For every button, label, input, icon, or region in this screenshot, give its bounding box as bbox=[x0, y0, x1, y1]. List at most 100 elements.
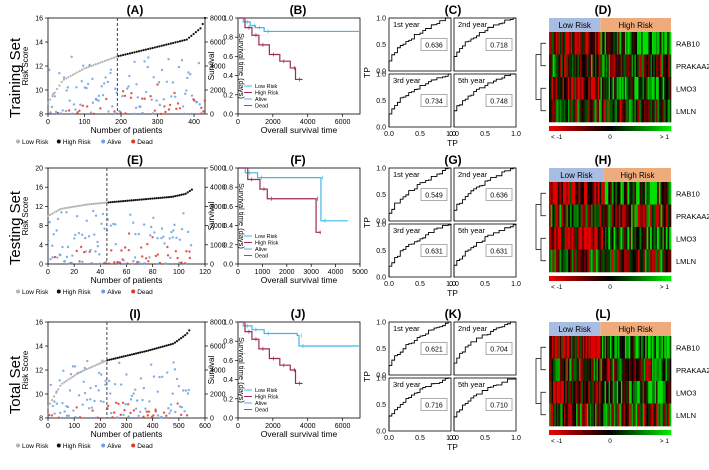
heatmap-cell bbox=[591, 77, 593, 100]
heatmap-cell bbox=[631, 54, 634, 78]
alive-point bbox=[153, 231, 156, 234]
heatmap-cell bbox=[666, 54, 669, 78]
alive-point bbox=[109, 71, 112, 75]
colorbar-segment bbox=[579, 430, 583, 435]
legend-label: Dead bbox=[255, 254, 268, 260]
heatmap-cell bbox=[642, 99, 645, 123]
heatmap-cell bbox=[626, 358, 628, 382]
alive-point bbox=[141, 398, 144, 402]
high-risk-point bbox=[190, 34, 193, 37]
heatmap-cell bbox=[616, 227, 620, 250]
alive-point bbox=[144, 407, 147, 410]
heatmap-cell bbox=[559, 358, 562, 382]
heatmap-cell bbox=[585, 77, 588, 100]
x-tick-label: 1.0 bbox=[446, 281, 456, 288]
alive-point bbox=[83, 391, 87, 395]
heatmap-cell bbox=[652, 99, 654, 123]
legend-marker bbox=[101, 139, 106, 144]
heatmap-cell bbox=[555, 336, 558, 359]
heatmap-cell bbox=[627, 358, 630, 382]
alive-point bbox=[114, 242, 118, 246]
heatmap-cell bbox=[657, 249, 660, 273]
heatmap-cell bbox=[590, 204, 593, 228]
heatmap-cell bbox=[567, 336, 570, 359]
heatmap-cell bbox=[656, 54, 658, 78]
alive-point bbox=[111, 105, 114, 108]
heatmap-cell bbox=[563, 77, 566, 100]
legend-label: Alive bbox=[107, 289, 121, 296]
heatmap-cell bbox=[620, 381, 623, 404]
high-risk-point bbox=[109, 201, 112, 204]
alive-point bbox=[51, 404, 55, 408]
colorbar-segment bbox=[570, 430, 574, 435]
heatmap-cell bbox=[561, 336, 563, 359]
heatmap-cell bbox=[635, 77, 638, 100]
dead-point bbox=[143, 97, 146, 100]
heatmap-cell bbox=[637, 227, 640, 250]
heatmap-cell bbox=[597, 381, 600, 404]
x-tick-label: 1000 bbox=[255, 269, 271, 276]
heatmap-cell bbox=[653, 77, 656, 100]
heatmap-cell bbox=[582, 336, 585, 359]
heatmap-cell bbox=[624, 403, 627, 427]
low-risk-point bbox=[59, 208, 62, 211]
low-risk-point bbox=[63, 207, 66, 210]
high-risk-point bbox=[126, 199, 129, 202]
alive-point bbox=[185, 89, 188, 92]
alive-point bbox=[186, 76, 189, 80]
alive-point bbox=[180, 59, 184, 62]
high-risk-point bbox=[121, 200, 125, 203]
heatmap-cell bbox=[576, 77, 578, 100]
heatmap-cell bbox=[664, 358, 666, 382]
legend-marker bbox=[101, 289, 106, 294]
dead-point bbox=[188, 250, 191, 253]
heatmap-cell bbox=[630, 336, 632, 359]
x-tick-label: 0.5 bbox=[415, 281, 425, 288]
heatmap-cell bbox=[618, 32, 620, 55]
heatmap-cell bbox=[559, 99, 562, 123]
high-risk-point bbox=[174, 195, 177, 198]
heatmap-cell bbox=[634, 32, 637, 55]
dead-point bbox=[149, 95, 152, 98]
heatmap-cell bbox=[587, 227, 590, 250]
heatmap-cell bbox=[619, 54, 622, 78]
y-tick-label: 0.0 bbox=[376, 275, 386, 282]
heatmap-cell bbox=[643, 336, 646, 359]
auc-value: 0.631 bbox=[490, 249, 508, 256]
heatmap-cell bbox=[658, 227, 661, 250]
auc-box bbox=[485, 244, 513, 257]
heatmap-cell bbox=[615, 358, 618, 382]
y-tick-label: 1.0 bbox=[376, 16, 386, 23]
dead-point bbox=[123, 246, 127, 249]
x-tick-label: 120 bbox=[199, 269, 211, 276]
heatmap-cell bbox=[653, 336, 656, 359]
dead-point bbox=[67, 109, 71, 112]
low-risk-point bbox=[71, 73, 75, 76]
alive-point bbox=[89, 111, 93, 114]
heatmap-cell bbox=[574, 336, 577, 359]
heatmap-cell bbox=[615, 182, 618, 205]
heatmap-cell bbox=[561, 32, 563, 55]
heatmap-cell bbox=[559, 381, 562, 404]
heatmap-cell bbox=[553, 77, 555, 100]
alive-point bbox=[134, 407, 138, 410]
dead-point bbox=[166, 254, 170, 257]
alive-point bbox=[177, 384, 181, 388]
low-risk-point bbox=[83, 67, 86, 70]
legend-label: Dead bbox=[137, 139, 153, 146]
y-tick-label: 14 bbox=[35, 40, 43, 47]
heatmap-cell bbox=[643, 249, 646, 273]
heatmap-cell bbox=[605, 32, 608, 55]
heatmap-cell bbox=[576, 358, 578, 382]
heatmap-cell bbox=[593, 336, 596, 359]
heatmap-cell bbox=[589, 227, 592, 250]
high-risk-header-label: High Risk bbox=[620, 171, 655, 180]
y-tick-label: 0 bbox=[39, 262, 43, 269]
heatmap-cell bbox=[669, 249, 672, 273]
low-risk-point bbox=[61, 207, 64, 210]
y-tick-label: 0.8 bbox=[223, 339, 233, 346]
heatmap-cell bbox=[644, 182, 647, 205]
dead-point bbox=[146, 242, 149, 246]
heatmap-cell bbox=[576, 32, 578, 55]
